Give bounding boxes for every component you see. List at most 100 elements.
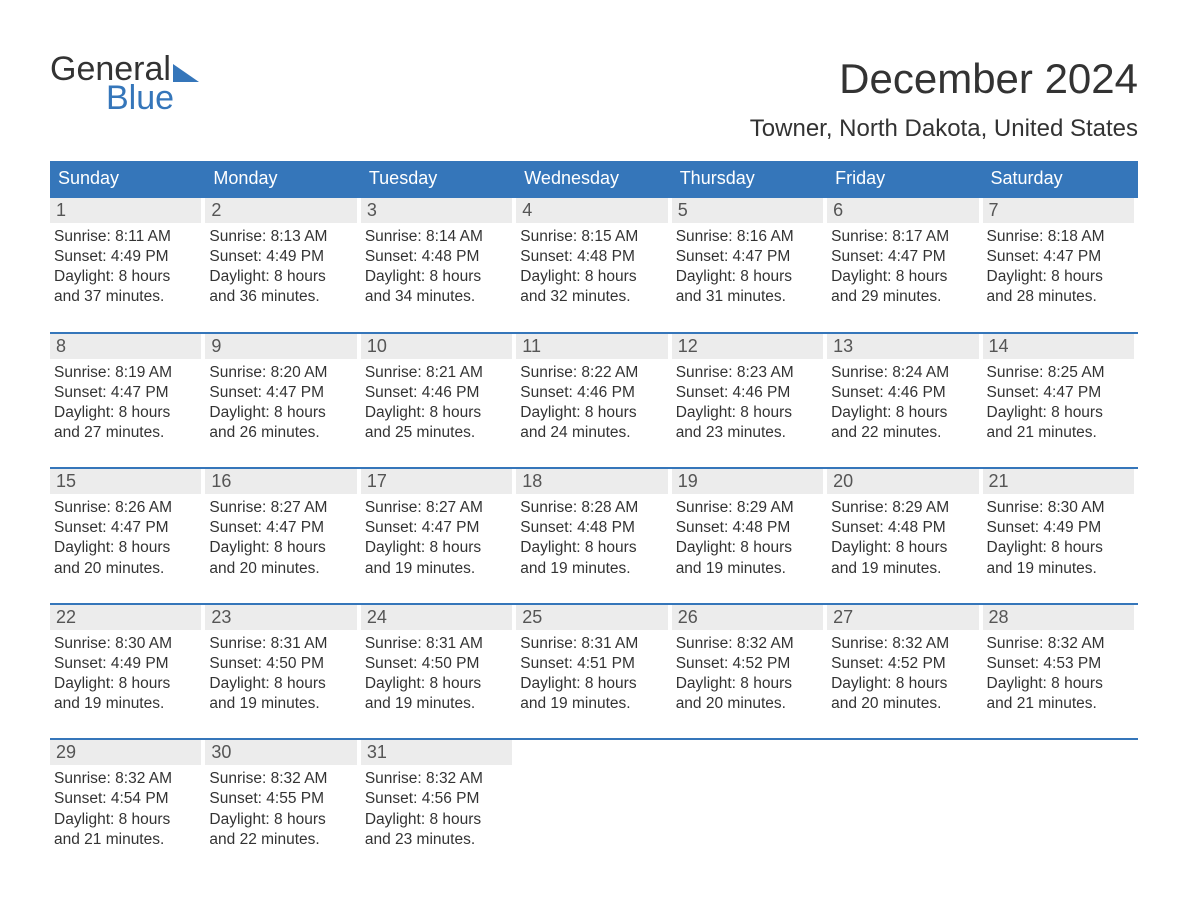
daylight-line-1: Daylight: 8 hours bbox=[676, 674, 819, 694]
daylight-line-2: and 20 minutes. bbox=[209, 559, 352, 579]
sunset-line: Sunset: 4:48 PM bbox=[520, 247, 663, 267]
day-cell: 4Sunrise: 8:15 AMSunset: 4:48 PMDaylight… bbox=[516, 198, 671, 308]
day-number: 2 bbox=[205, 198, 356, 223]
day-body: Sunrise: 8:17 AMSunset: 4:47 PMDaylight:… bbox=[827, 223, 978, 308]
sunrise-line: Sunrise: 8:13 AM bbox=[209, 227, 352, 247]
weekday-header: Sunday bbox=[50, 161, 205, 196]
day-number: 13 bbox=[827, 334, 978, 359]
daylight-line-1: Daylight: 8 hours bbox=[520, 538, 663, 558]
day-number: 31 bbox=[361, 740, 512, 765]
sunrise-line: Sunrise: 8:28 AM bbox=[520, 498, 663, 518]
sunrise-line: Sunrise: 8:22 AM bbox=[520, 363, 663, 383]
sunrise-line: Sunrise: 8:29 AM bbox=[676, 498, 819, 518]
weekday-header: Tuesday bbox=[361, 161, 516, 196]
daylight-line-1: Daylight: 8 hours bbox=[831, 538, 974, 558]
week-row: 8Sunrise: 8:19 AMSunset: 4:47 PMDaylight… bbox=[50, 332, 1138, 444]
location-text: Towner, North Dakota, United States bbox=[750, 115, 1138, 143]
day-body: Sunrise: 8:32 AMSunset: 4:53 PMDaylight:… bbox=[983, 630, 1134, 715]
daylight-line-2: and 21 minutes. bbox=[987, 694, 1130, 714]
day-body: Sunrise: 8:16 AMSunset: 4:47 PMDaylight:… bbox=[672, 223, 823, 308]
sunset-line: Sunset: 4:49 PM bbox=[54, 654, 197, 674]
day-number: 4 bbox=[516, 198, 667, 223]
day-body: Sunrise: 8:31 AMSunset: 4:51 PMDaylight:… bbox=[516, 630, 667, 715]
day-body: Sunrise: 8:19 AMSunset: 4:47 PMDaylight:… bbox=[50, 359, 201, 444]
day-body: Sunrise: 8:25 AMSunset: 4:47 PMDaylight:… bbox=[983, 359, 1134, 444]
daylight-line-2: and 24 minutes. bbox=[520, 423, 663, 443]
day-cell: 29Sunrise: 8:32 AMSunset: 4:54 PMDayligh… bbox=[50, 740, 205, 850]
day-body: Sunrise: 8:27 AMSunset: 4:47 PMDaylight:… bbox=[361, 494, 512, 579]
day-number: 30 bbox=[205, 740, 356, 765]
sunrise-line: Sunrise: 8:11 AM bbox=[54, 227, 197, 247]
week-row: 1Sunrise: 8:11 AMSunset: 4:49 PMDaylight… bbox=[50, 196, 1138, 308]
daylight-line-1: Daylight: 8 hours bbox=[520, 267, 663, 287]
daylight-line-1: Daylight: 8 hours bbox=[676, 267, 819, 287]
day-body: Sunrise: 8:11 AMSunset: 4:49 PMDaylight:… bbox=[50, 223, 201, 308]
day-body: Sunrise: 8:14 AMSunset: 4:48 PMDaylight:… bbox=[361, 223, 512, 308]
sunset-line: Sunset: 4:49 PM bbox=[209, 247, 352, 267]
daylight-line-1: Daylight: 8 hours bbox=[54, 810, 197, 830]
day-cell: 27Sunrise: 8:32 AMSunset: 4:52 PMDayligh… bbox=[827, 605, 982, 715]
daylight-line-2: and 36 minutes. bbox=[209, 287, 352, 307]
day-body: Sunrise: 8:21 AMSunset: 4:46 PMDaylight:… bbox=[361, 359, 512, 444]
daylight-line-2: and 19 minutes. bbox=[209, 694, 352, 714]
sunset-line: Sunset: 4:52 PM bbox=[676, 654, 819, 674]
daylight-line-1: Daylight: 8 hours bbox=[365, 538, 508, 558]
logo-word-blue: Blue bbox=[106, 79, 199, 118]
day-number: 9 bbox=[205, 334, 356, 359]
daylight-line-2: and 20 minutes. bbox=[676, 694, 819, 714]
daylight-line-2: and 19 minutes. bbox=[365, 559, 508, 579]
weekday-header-row: SundayMondayTuesdayWednesdayThursdayFrid… bbox=[50, 161, 1138, 196]
day-cell: 3Sunrise: 8:14 AMSunset: 4:48 PMDaylight… bbox=[361, 198, 516, 308]
sunset-line: Sunset: 4:50 PM bbox=[365, 654, 508, 674]
sunset-line: Sunset: 4:47 PM bbox=[54, 518, 197, 538]
daylight-line-1: Daylight: 8 hours bbox=[987, 267, 1130, 287]
day-number: 21 bbox=[983, 469, 1134, 494]
daylight-line-1: Daylight: 8 hours bbox=[209, 267, 352, 287]
daylight-line-1: Daylight: 8 hours bbox=[987, 403, 1130, 423]
daylight-line-2: and 29 minutes. bbox=[831, 287, 974, 307]
day-cell: 20Sunrise: 8:29 AMSunset: 4:48 PMDayligh… bbox=[827, 469, 982, 579]
day-cell: 25Sunrise: 8:31 AMSunset: 4:51 PMDayligh… bbox=[516, 605, 671, 715]
day-number: 24 bbox=[361, 605, 512, 630]
daylight-line-2: and 19 minutes. bbox=[54, 694, 197, 714]
sunrise-line: Sunrise: 8:16 AM bbox=[676, 227, 819, 247]
day-body: Sunrise: 8:32 AMSunset: 4:55 PMDaylight:… bbox=[205, 765, 356, 850]
daylight-line-2: and 21 minutes. bbox=[54, 830, 197, 850]
day-cell: 19Sunrise: 8:29 AMSunset: 4:48 PMDayligh… bbox=[672, 469, 827, 579]
day-number: 11 bbox=[516, 334, 667, 359]
day-number: 19 bbox=[672, 469, 823, 494]
day-body: Sunrise: 8:29 AMSunset: 4:48 PMDaylight:… bbox=[672, 494, 823, 579]
day-body: Sunrise: 8:23 AMSunset: 4:46 PMDaylight:… bbox=[672, 359, 823, 444]
sunset-line: Sunset: 4:47 PM bbox=[209, 518, 352, 538]
sunset-line: Sunset: 4:47 PM bbox=[209, 383, 352, 403]
sunrise-line: Sunrise: 8:14 AM bbox=[365, 227, 508, 247]
day-number: 28 bbox=[983, 605, 1134, 630]
daylight-line-1: Daylight: 8 hours bbox=[54, 674, 197, 694]
daylight-line-2: and 19 minutes. bbox=[520, 559, 663, 579]
day-number: 25 bbox=[516, 605, 667, 630]
daylight-line-2: and 34 minutes. bbox=[365, 287, 508, 307]
day-body: Sunrise: 8:18 AMSunset: 4:47 PMDaylight:… bbox=[983, 223, 1134, 308]
daylight-line-1: Daylight: 8 hours bbox=[365, 403, 508, 423]
daylight-line-1: Daylight: 8 hours bbox=[54, 267, 197, 287]
day-cell: 2 Sunrise: 8:13 AMSunset: 4:49 PMDaylight… bbox=[205, 198, 360, 308]
daylight-line-2: and 20 minutes. bbox=[54, 559, 197, 579]
day-cell bbox=[516, 740, 671, 850]
sunset-line: Sunset: 4:51 PM bbox=[520, 654, 663, 674]
day-cell: 8Sunrise: 8:19 AMSunset: 4:47 PMDaylight… bbox=[50, 334, 205, 444]
daylight-line-2: and 26 minutes. bbox=[209, 423, 352, 443]
day-cell: 22Sunrise: 8:30 AMSunset: 4:49 PMDayligh… bbox=[50, 605, 205, 715]
day-body: Sunrise: 8:15 AMSunset: 4:48 PMDaylight:… bbox=[516, 223, 667, 308]
sunrise-line: Sunrise: 8:32 AM bbox=[987, 634, 1130, 654]
day-cell: 6Sunrise: 8:17 AMSunset: 4:47 PMDaylight… bbox=[827, 198, 982, 308]
daylight-line-1: Daylight: 8 hours bbox=[676, 538, 819, 558]
daylight-line-1: Daylight: 8 hours bbox=[54, 538, 197, 558]
day-cell: 23Sunrise: 8:31 AMSunset: 4:50 PMDayligh… bbox=[205, 605, 360, 715]
day-cell: 31Sunrise: 8:32 AMSunset: 4:56 PMDayligh… bbox=[361, 740, 516, 850]
day-number: 29 bbox=[50, 740, 201, 765]
daylight-line-1: Daylight: 8 hours bbox=[209, 810, 352, 830]
day-number: 26 bbox=[672, 605, 823, 630]
sunrise-line: Sunrise: 8:18 AM bbox=[987, 227, 1130, 247]
day-cell: 7Sunrise: 8:18 AMSunset: 4:47 PMDaylight… bbox=[983, 198, 1138, 308]
daylight-line-1: Daylight: 8 hours bbox=[209, 538, 352, 558]
